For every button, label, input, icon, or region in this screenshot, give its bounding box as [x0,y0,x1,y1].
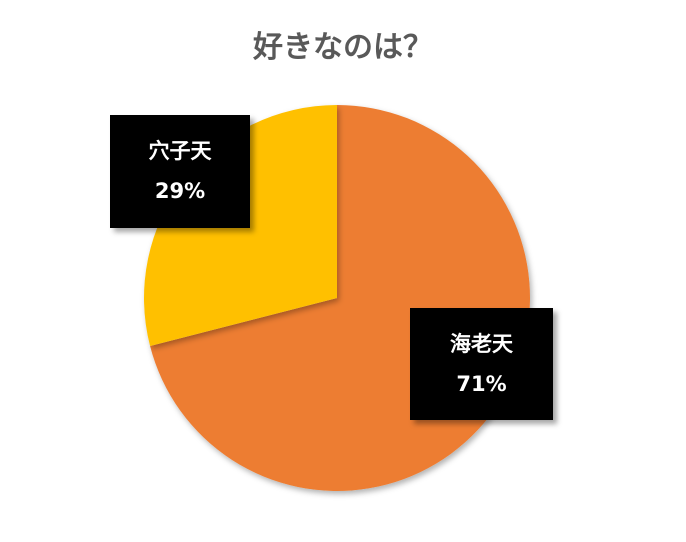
slice-label: 穴子天 [148,139,212,163]
chart-title: 好きなのは？ [253,30,433,65]
data-label-anago: 穴子天 29% [110,115,250,228]
slice-percent: 71% [456,372,507,396]
slice-percent: 29% [154,179,206,203]
data-label-ebi: 海老天 71% [410,308,553,420]
slice-label: 海老天 [450,332,513,356]
